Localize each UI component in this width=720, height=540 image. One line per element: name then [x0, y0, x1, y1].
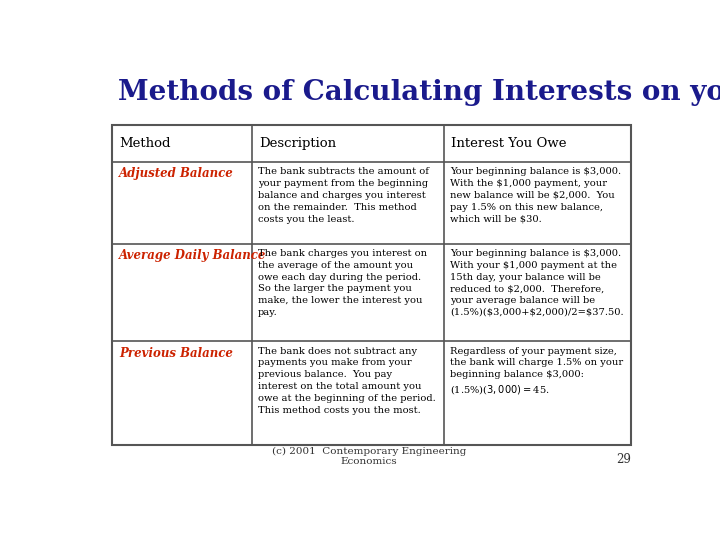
- Text: The bank does not subtract any
payments you make from your
previous balance.  Yo: The bank does not subtract any payments …: [258, 347, 436, 415]
- Text: Description: Description: [259, 137, 336, 150]
- Text: Previous Balance: Previous Balance: [119, 347, 233, 360]
- Text: Average Daily Balance: Average Daily Balance: [119, 249, 266, 262]
- Bar: [112, 125, 631, 446]
- Text: Methods of Calculating Interests on your Credit Card: Methods of Calculating Interests on your…: [118, 79, 720, 106]
- Text: 29: 29: [616, 453, 631, 466]
- Text: Interest You Owe: Interest You Owe: [451, 137, 567, 150]
- Text: The bank charges you interest on
the average of the amount you
owe each day duri: The bank charges you interest on the ave…: [258, 249, 427, 317]
- Text: Regardless of your payment size,
the bank will charge 1.5% on your
beginning bal: Regardless of your payment size, the ban…: [450, 347, 623, 396]
- Text: Adjusted Balance: Adjusted Balance: [119, 167, 234, 180]
- Text: Method: Method: [119, 137, 171, 150]
- Text: (c) 2001  Contemporary Engineering
Economics: (c) 2001 Contemporary Engineering Econom…: [272, 447, 466, 466]
- Text: Your beginning balance is $3,000.
With your $1,000 payment at the
15th day, your: Your beginning balance is $3,000. With y…: [450, 249, 624, 317]
- Text: The bank subtracts the amount of
your payment from the beginning
balance and cha: The bank subtracts the amount of your pa…: [258, 167, 429, 224]
- Text: Your beginning balance is $3,000.
With the $1,000 payment, your
new balance will: Your beginning balance is $3,000. With t…: [450, 167, 621, 224]
